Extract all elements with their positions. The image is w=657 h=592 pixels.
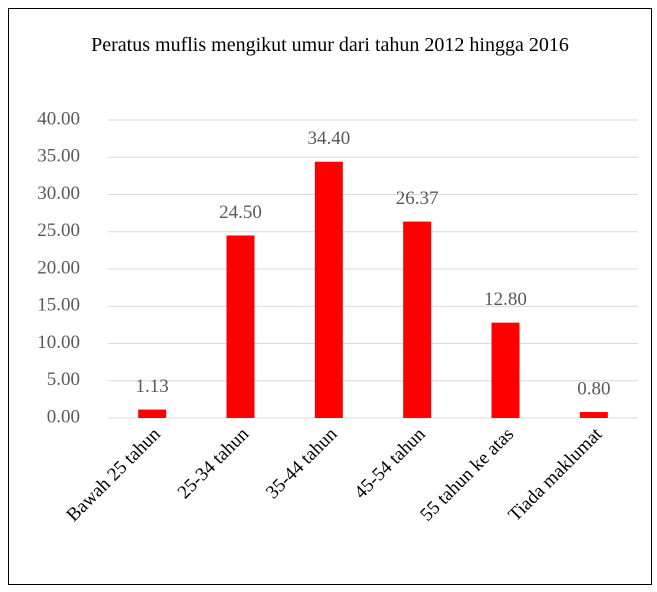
data-label: 1.13 [136, 376, 169, 397]
y-tick-label: 20.00 [37, 257, 80, 278]
y-tick-label: 25.00 [37, 220, 80, 241]
y-tick-label: 0.00 [47, 406, 80, 427]
data-label: 24.50 [219, 202, 262, 223]
y-tick-label: 40.00 [37, 108, 80, 129]
bar [226, 235, 255, 418]
bar [314, 161, 343, 418]
bar [138, 409, 167, 418]
data-label: 26.37 [396, 188, 439, 209]
chart-title: Peratus muflis mengikut umur dari tahun … [91, 34, 569, 56]
bar [579, 412, 608, 418]
y-tick-label: 5.00 [47, 369, 80, 390]
y-tick-label: 35.00 [37, 146, 80, 167]
bar [491, 322, 520, 418]
data-label: 0.80 [577, 378, 610, 399]
y-tick-label: 15.00 [37, 295, 80, 316]
bar [403, 221, 432, 418]
y-tick-label: 10.00 [37, 332, 80, 353]
y-tick-label: 30.00 [37, 183, 80, 204]
data-label: 34.40 [307, 128, 350, 149]
data-label: 12.80 [484, 289, 527, 310]
